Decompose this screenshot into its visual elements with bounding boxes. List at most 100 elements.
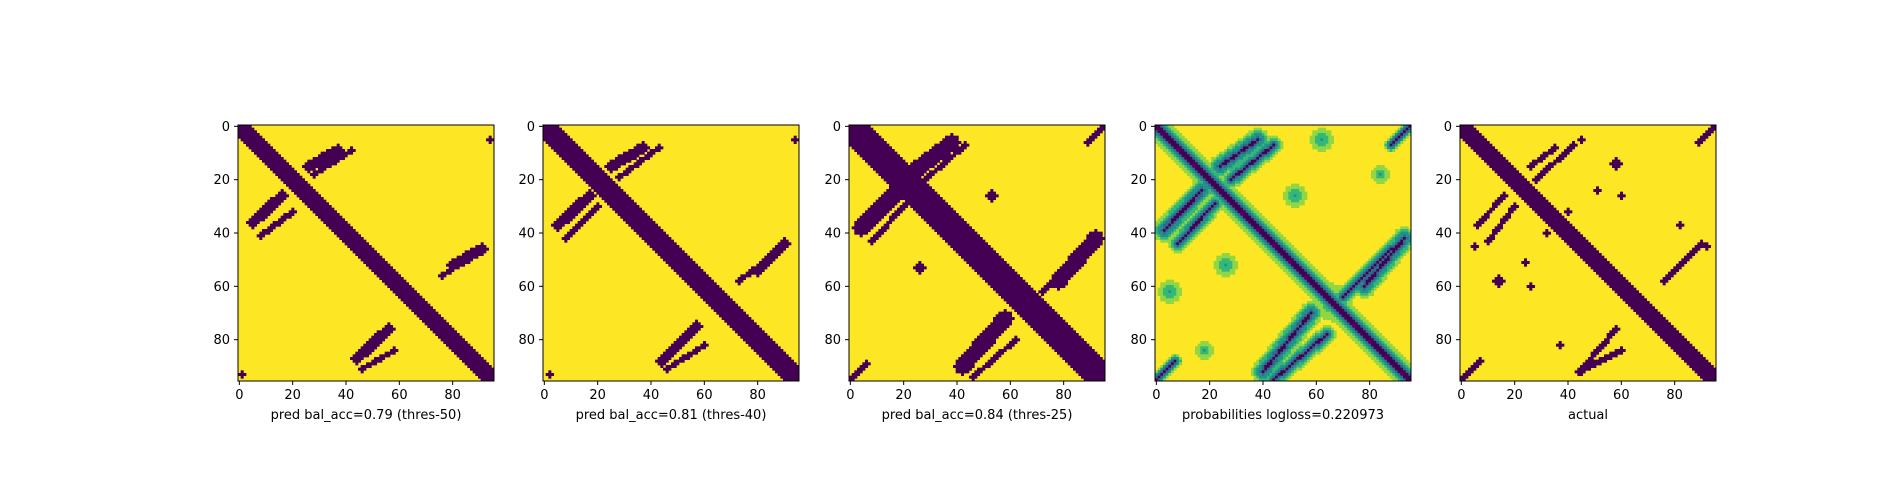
heatmap-cell xyxy=(1057,338,1061,342)
heatmap-cell xyxy=(969,362,973,366)
heatmap-cell xyxy=(955,370,959,374)
heatmap-cell xyxy=(934,215,938,219)
heatmap-cell xyxy=(424,314,428,318)
heatmap-cell xyxy=(780,373,784,377)
heatmap-cell xyxy=(395,277,399,281)
heatmap-cell xyxy=(320,202,324,206)
heatmap-cell xyxy=(942,146,946,150)
heatmap-cell xyxy=(913,197,917,201)
heatmap-cell xyxy=(859,125,863,129)
heatmap-cell xyxy=(942,159,946,163)
heatmap-cell xyxy=(971,239,975,243)
heatmap-cell xyxy=(942,207,946,211)
heatmap-cell xyxy=(1070,258,1074,262)
heatmap-cell xyxy=(859,127,863,131)
heatmap-cell xyxy=(599,183,603,187)
heatmap-cell xyxy=(259,157,263,161)
heatmap-cell xyxy=(636,218,640,222)
heatmap-cell xyxy=(998,311,1002,315)
heatmap-cell xyxy=(870,213,874,217)
heatmap-cell xyxy=(1163,127,1167,131)
heatmap-cell xyxy=(851,226,855,230)
heatmap-cell xyxy=(360,370,364,374)
heatmap-cell xyxy=(955,138,959,142)
heatmap-cell xyxy=(1054,327,1058,331)
heatmap-cell xyxy=(692,285,696,289)
heatmap-cell xyxy=(1003,319,1007,323)
heatmap-cell xyxy=(564,154,568,158)
heatmap-cell xyxy=(291,183,295,187)
heatmap-cell xyxy=(705,274,709,278)
heatmap-cell xyxy=(588,167,592,171)
heatmap-cell xyxy=(697,266,701,270)
heatmap-cell xyxy=(891,199,895,203)
heatmap-cell xyxy=(1051,317,1055,321)
heatmap-cell xyxy=(953,146,957,150)
heatmap-cell xyxy=(625,167,629,171)
heatmap-cell xyxy=(304,189,308,193)
heatmap-cell xyxy=(947,239,951,243)
heatmap-cell xyxy=(963,245,967,249)
heatmap-cell xyxy=(1057,279,1061,283)
heatmap-cell xyxy=(982,333,986,337)
heatmap-cell xyxy=(700,295,704,299)
heatmap-cell xyxy=(1070,327,1074,331)
heatmap-cell xyxy=(676,255,680,259)
x-axis-label: pred bal_acc=0.79 (thres-50) xyxy=(271,408,462,423)
heatmap-cell xyxy=(585,213,589,217)
heatmap-cell xyxy=(729,322,733,326)
heatmap-cell xyxy=(483,359,487,363)
heatmap-cell xyxy=(620,154,624,158)
heatmap-cells xyxy=(543,125,800,382)
heatmap-cell xyxy=(867,154,871,158)
heatmap-cell xyxy=(1102,378,1106,382)
heatmap-cell xyxy=(623,199,627,203)
heatmap-cell xyxy=(905,170,909,174)
heatmap-cell xyxy=(761,335,765,339)
heatmap-cell xyxy=(291,210,295,214)
heatmap-cell xyxy=(278,175,282,179)
heatmap-cell xyxy=(977,261,981,265)
heatmap-cell xyxy=(748,343,752,347)
heatmap-cell xyxy=(665,357,669,361)
heatmap-cell xyxy=(625,202,629,206)
heatmap-cell xyxy=(870,218,874,222)
heatmap-cell xyxy=(942,138,946,142)
heatmap-cell xyxy=(878,210,882,214)
heatmap-cell xyxy=(891,189,895,193)
heatmap-cell xyxy=(1075,367,1079,371)
heatmap-cell xyxy=(796,370,800,374)
heatmap-cell xyxy=(764,255,768,259)
heatmap-cell xyxy=(990,199,994,203)
heatmap-cell xyxy=(767,349,771,353)
heatmap-cell xyxy=(971,359,975,363)
heatmap-cell xyxy=(867,215,871,219)
heatmap-cell xyxy=(1081,261,1085,265)
heatmap-cell xyxy=(684,354,688,358)
heatmap-cell xyxy=(1155,130,1159,134)
heatmap-cell xyxy=(985,258,989,262)
heatmap-cell xyxy=(897,162,901,166)
heatmap-cell xyxy=(472,349,476,353)
heatmap-cell xyxy=(982,266,986,270)
heatmap-cell xyxy=(254,143,258,147)
heatmap-cell xyxy=(551,125,555,129)
heatmap-cell xyxy=(344,229,348,233)
heatmap-cell xyxy=(443,319,447,323)
heatmap-cell xyxy=(915,159,919,163)
heatmap-cell xyxy=(355,247,359,251)
heatmap-cell xyxy=(867,151,871,155)
heatmap-cell xyxy=(559,151,563,155)
heatmap-cell xyxy=(886,178,890,182)
heatmap-cell xyxy=(366,362,370,366)
heatmap-cell xyxy=(921,159,925,163)
heatmap-cell xyxy=(772,362,776,366)
heatmap-cell xyxy=(649,234,653,238)
heatmap-cell xyxy=(320,167,324,171)
heatmap-cell xyxy=(775,349,779,353)
heatmap-cell xyxy=(1057,327,1061,331)
heatmap-cell xyxy=(628,210,632,214)
heatmap-cell xyxy=(875,207,879,211)
heatmap-cell xyxy=(339,218,343,222)
heatmap-cell xyxy=(326,221,330,225)
